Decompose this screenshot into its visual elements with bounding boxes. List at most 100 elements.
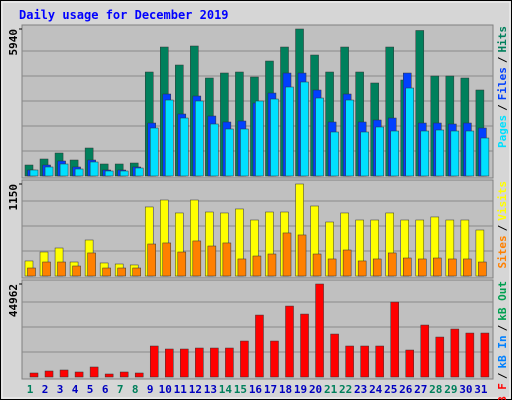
bar bbox=[270, 340, 279, 378]
bar bbox=[180, 117, 189, 177]
x-tick-label: 12 bbox=[189, 383, 202, 396]
bar bbox=[74, 371, 84, 378]
bar bbox=[240, 340, 249, 378]
legend-separator: / bbox=[496, 56, 509, 63]
legend-entry: Sites bbox=[496, 235, 509, 268]
x-tick-label: 3 bbox=[57, 383, 64, 396]
bar bbox=[372, 258, 382, 277]
x-tick-label: 16 bbox=[249, 383, 263, 396]
y-tick-label: 1150 bbox=[7, 184, 20, 211]
bar bbox=[104, 373, 114, 378]
bar bbox=[375, 345, 384, 378]
bar bbox=[330, 333, 339, 378]
bar bbox=[134, 167, 144, 177]
x-tick-label: 14 bbox=[219, 383, 233, 396]
bar bbox=[222, 242, 232, 277]
bar bbox=[357, 260, 367, 277]
legend-entry: Visits bbox=[496, 181, 509, 221]
bar bbox=[225, 347, 234, 378]
bar bbox=[162, 242, 172, 277]
legend-entry: kB In bbox=[496, 335, 509, 368]
bar bbox=[435, 336, 445, 378]
bar bbox=[59, 369, 69, 378]
x-tick-label: 31 bbox=[474, 383, 488, 396]
bar bbox=[360, 131, 369, 177]
bar bbox=[89, 366, 99, 378]
x-tick-label: 24 bbox=[369, 383, 383, 396]
bar bbox=[102, 267, 111, 277]
bar bbox=[420, 324, 430, 378]
bar bbox=[300, 313, 309, 378]
x-tick-label: 18 bbox=[279, 383, 292, 396]
x-tick-label: 8 bbox=[132, 383, 139, 396]
bar bbox=[195, 347, 204, 378]
legend-separator: / bbox=[496, 104, 509, 111]
y-tick-label: 5940 bbox=[7, 29, 20, 56]
x-tick-label: 4 bbox=[72, 383, 79, 396]
bar bbox=[465, 332, 475, 378]
chart-title: Daily usage for December 2019 bbox=[19, 8, 229, 22]
bar bbox=[480, 137, 490, 177]
x-tick-label: 2 bbox=[42, 383, 49, 396]
bar bbox=[165, 348, 174, 378]
bar bbox=[74, 168, 84, 177]
bar bbox=[267, 253, 277, 277]
legend-separator: / bbox=[496, 224, 509, 231]
bar bbox=[390, 130, 399, 177]
bar bbox=[180, 348, 189, 378]
bar bbox=[210, 347, 219, 378]
bar bbox=[297, 234, 307, 277]
bar bbox=[104, 170, 114, 177]
bar bbox=[285, 305, 294, 378]
x-tick-label: 25 bbox=[384, 383, 397, 396]
bar bbox=[345, 99, 354, 177]
x-tick-label: 22 bbox=[339, 383, 352, 396]
bar bbox=[207, 245, 217, 277]
bar bbox=[29, 372, 39, 378]
bar bbox=[435, 129, 445, 177]
x-tick-label: 29 bbox=[444, 383, 457, 396]
legend-separator: / bbox=[496, 372, 509, 379]
bar bbox=[72, 265, 81, 277]
bar bbox=[448, 258, 457, 277]
bar bbox=[463, 258, 472, 277]
bar bbox=[465, 130, 475, 177]
bar bbox=[312, 253, 322, 277]
x-tick-label: 7 bbox=[117, 383, 124, 396]
bar bbox=[27, 267, 36, 277]
bar bbox=[360, 345, 369, 378]
bar bbox=[270, 98, 279, 177]
legend-entry: kB Out bbox=[496, 281, 509, 321]
bar bbox=[132, 267, 141, 277]
bar bbox=[44, 166, 54, 177]
bar bbox=[450, 328, 460, 378]
x-tick-label: 30 bbox=[459, 383, 472, 396]
bar bbox=[87, 252, 96, 277]
bar bbox=[375, 126, 384, 177]
bar bbox=[29, 169, 39, 177]
bar bbox=[42, 261, 51, 277]
x-tick-label: 26 bbox=[399, 383, 413, 396]
bar bbox=[315, 97, 324, 177]
bar bbox=[478, 261, 487, 277]
bar bbox=[300, 81, 309, 177]
bar bbox=[433, 257, 442, 277]
bar bbox=[345, 345, 354, 378]
bar bbox=[327, 258, 337, 277]
x-tick-label: 10 bbox=[159, 383, 172, 396]
x-tick-label: 6 bbox=[102, 383, 109, 396]
bar bbox=[117, 267, 126, 277]
bar bbox=[192, 240, 202, 277]
bar bbox=[418, 258, 427, 277]
x-tick-label: 13 bbox=[204, 383, 217, 396]
bar bbox=[149, 127, 159, 177]
bar bbox=[405, 87, 414, 177]
bar bbox=[237, 258, 247, 277]
bar bbox=[315, 283, 324, 378]
bar bbox=[165, 99, 174, 177]
bar bbox=[330, 131, 339, 177]
bar bbox=[420, 130, 430, 177]
bar bbox=[255, 314, 264, 378]
